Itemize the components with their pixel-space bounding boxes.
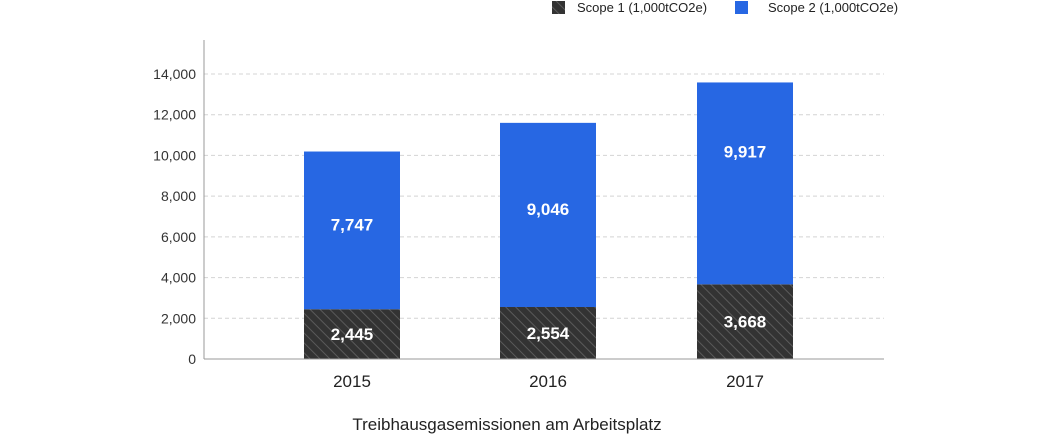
data-label: 7,747 (331, 215, 374, 234)
data-label: 9,917 (724, 142, 767, 161)
x-tick-label: 2016 (529, 372, 567, 391)
data-label: 2,445 (331, 325, 374, 344)
bars (304, 82, 793, 359)
legend-swatch-scope2 (735, 1, 748, 14)
legend: Scope 1 (1,000tCO2e) Scope 2 (1,000tCO2e… (552, 0, 898, 15)
bar-segment-scope1-2017 (697, 284, 793, 359)
y-tick-label: 4,000 (161, 270, 196, 286)
legend-item-scope2: Scope 2 (1,000tCO2e) (735, 0, 898, 15)
y-tick-label: 10,000 (153, 147, 196, 163)
bar-segment-scope2-2016 (500, 122, 596, 308)
data-label: 9,046 (527, 200, 570, 219)
data-labels: 2,445 7,747 2,554 9,046 3,668 9,917 (331, 142, 767, 344)
data-label: 2,554 (527, 324, 570, 343)
bar-segment-scope1-2016 (500, 307, 596, 359)
y-tick-label: 2,000 (161, 310, 196, 326)
x-axis-title: Treibhausgasemissionen am Arbeitsplatz (352, 415, 661, 434)
bar-segment-scope2-2015 (304, 151, 400, 310)
legend-item-scope1: Scope 1 (1,000tCO2e) (552, 0, 707, 15)
y-tick-label: 6,000 (161, 229, 196, 245)
legend-label-scope2: Scope 2 (1,000tCO2e) (768, 0, 898, 15)
y-axis-ticks: 0 2,000 4,000 6,000 8,000 10,000 12,000 14,000 (153, 66, 196, 367)
bar-segment-scope1-2015 (304, 309, 400, 359)
y-tick-label: 8,000 (161, 188, 196, 204)
legend-label-scope1: Scope 1 (1,000tCO2e) (577, 0, 707, 15)
bar-segment-scope2-2017 (697, 82, 793, 285)
x-tick-label: 2015 (333, 372, 371, 391)
y-tick-label: 0 (188, 351, 196, 367)
x-axis-ticks: 2015 2016 2017 (333, 372, 764, 391)
x-tick-label: 2017 (726, 372, 764, 391)
legend-swatch-scope1 (552, 1, 565, 14)
data-label: 3,668 (724, 313, 767, 332)
y-tick-label: 14,000 (153, 66, 196, 82)
y-tick-label: 12,000 (153, 107, 196, 123)
